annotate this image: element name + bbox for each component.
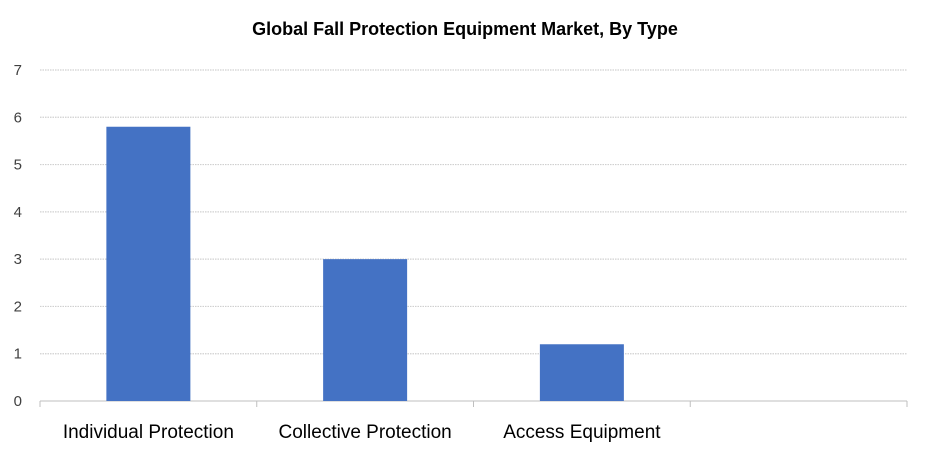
y-tick-label: 1 — [14, 346, 22, 363]
bar — [539, 344, 624, 401]
y-tick-label: 7 — [14, 62, 22, 79]
y-tick-label: 6 — [14, 109, 22, 126]
y-tick-label: 2 — [14, 298, 22, 315]
x-tick-label: Collective Protection — [279, 422, 452, 443]
y-tick-label: 5 — [14, 157, 22, 174]
bar — [106, 126, 191, 401]
y-tick-label: 3 — [14, 251, 22, 268]
x-tick-label: Access Equipment — [503, 422, 661, 443]
chart-title: Global Fall Protection Equipment Market,… — [252, 19, 678, 39]
y-tick-label: 0 — [14, 393, 22, 410]
y-tick-label: 4 — [14, 204, 22, 221]
x-tick-label: Individual Protection — [63, 422, 234, 443]
bar — [323, 259, 408, 401]
